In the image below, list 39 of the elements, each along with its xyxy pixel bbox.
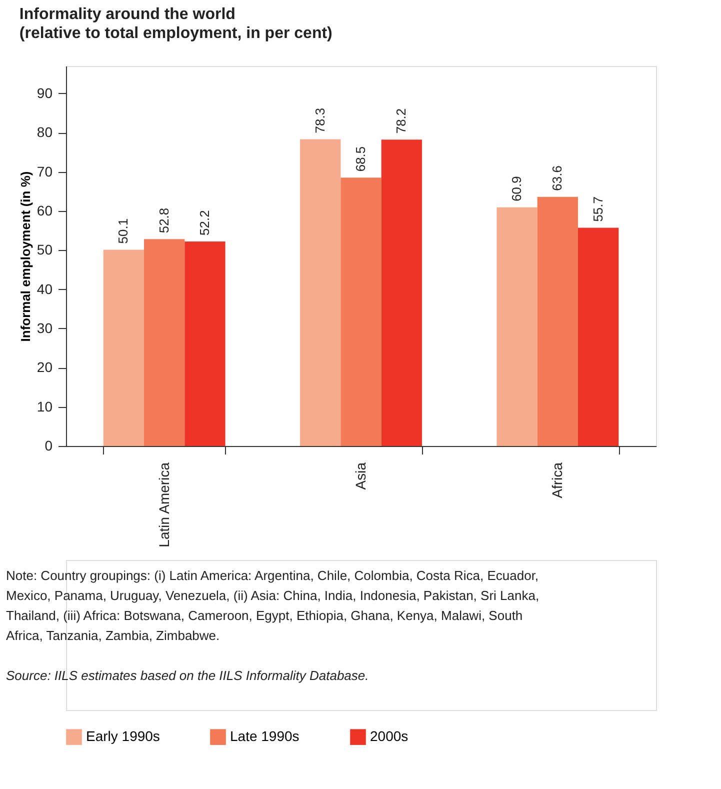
chart-subtitle: (relative to total employment, in per cent) — [19, 25, 332, 42]
bar — [103, 250, 144, 446]
y-tick-label: 80 — [36, 124, 53, 140]
data-label: 78.2 — [394, 108, 409, 134]
bar — [578, 228, 619, 446]
data-label: 50.1 — [116, 218, 131, 244]
y-tick-label: 90 — [36, 84, 53, 101]
y-tick-label: 40 — [36, 280, 53, 297]
bar — [300, 139, 341, 446]
bar — [144, 239, 185, 446]
data-label: 78.3 — [312, 108, 328, 134]
legend-label: Late 1990s — [230, 728, 300, 744]
chart-title: Informality around the world — [19, 6, 236, 23]
y-tick-label: 20 — [36, 359, 53, 376]
data-label: 60.9 — [509, 176, 524, 202]
x-tick-label: Latin America — [156, 462, 172, 548]
bar — [537, 196, 578, 446]
y-tick-label: 60 — [36, 202, 53, 218]
data-label: 52.8 — [156, 208, 172, 234]
legend-label: Early 1990s — [86, 728, 160, 744]
data-label: 52.2 — [196, 210, 212, 236]
bar — [340, 178, 382, 446]
source-note: Source: IILS estimates based on the IILS Informality Database. — [6, 668, 369, 683]
bar — [496, 207, 538, 446]
bar — [381, 140, 422, 446]
y-tick-label: 0 — [44, 438, 53, 454]
legend-label: 2000s — [370, 728, 408, 744]
data-label: 55.7 — [590, 196, 606, 222]
text: Note: Country groupings: (i) Latin America: Argentina, Chile, Colombia, Costa Rica, Ecuador, Mexico, Panama, Uruguay, Venezuela, (ii) Asia: China, India, Indonesia, Pakistan, Sri Lanka, Thailand, (iii) Africa: Botswana, Cameroon, Egypt, Ethiopia, Ghana, Kenya, Malawi, South Africa, Tanzania, Zambia, Zimbabwe. — [6, 568, 540, 643]
y-tick-label: 50 — [36, 242, 53, 258]
x-tick-label: Africa — [549, 462, 566, 498]
y-tick-label: 70 — [36, 163, 53, 180]
y-axis-title: Informal employment (in %) — [18, 171, 33, 342]
y-tick-label: 10 — [36, 398, 53, 414]
data-label: 63.6 — [550, 166, 565, 191]
data-label: 68.5 — [353, 146, 368, 172]
y-tick-label: 30 — [36, 320, 53, 336]
x-tick-label: Asia — [352, 462, 368, 490]
bar — [184, 242, 226, 446]
